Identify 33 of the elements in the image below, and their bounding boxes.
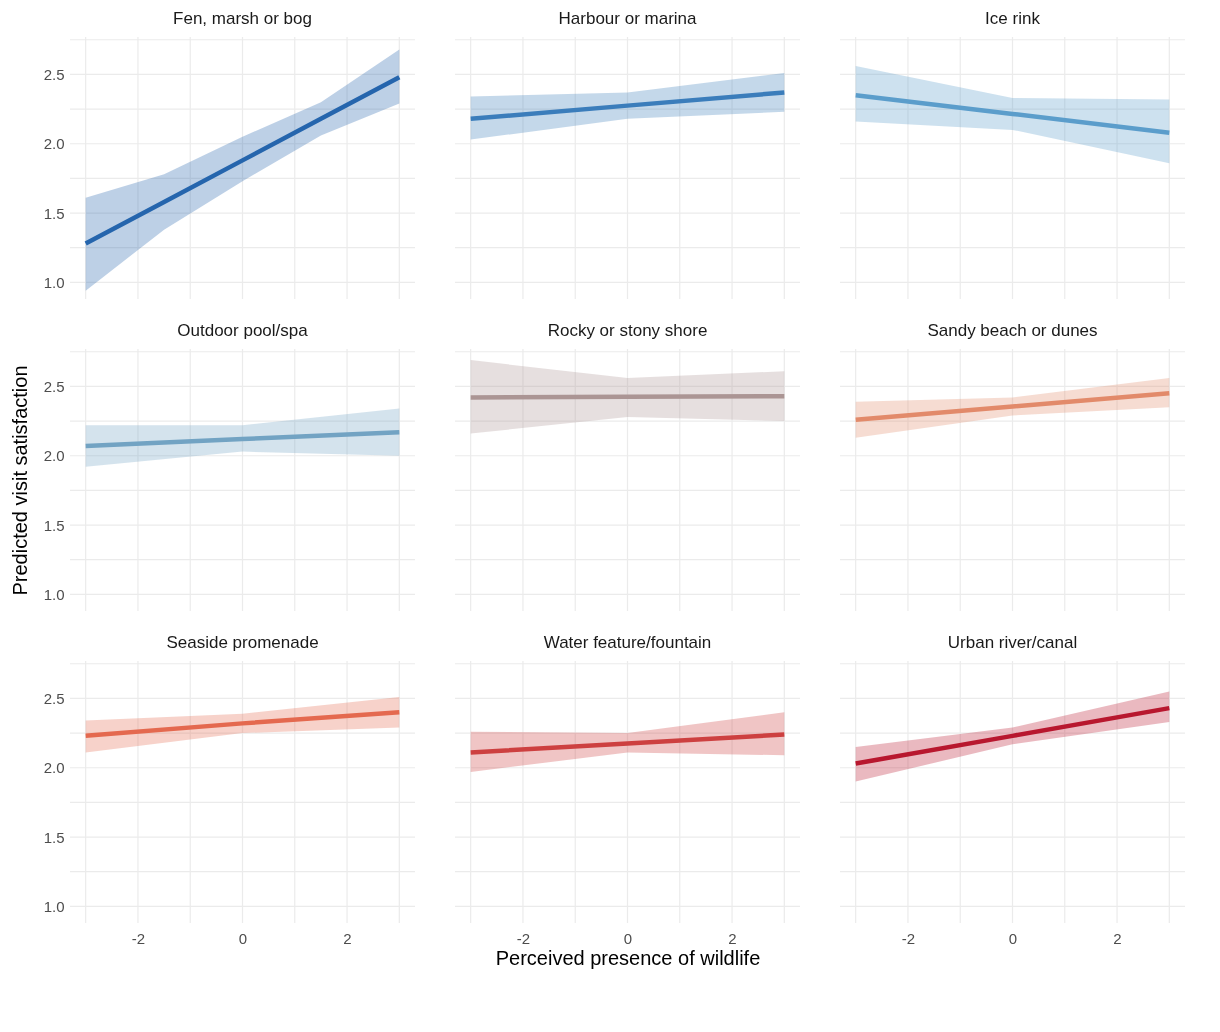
line-series (83, 74, 402, 246)
chart-title: Fen, marsh or bog (173, 9, 312, 29)
y-tick-label: 1.0 (43, 273, 65, 291)
x-tick-label: -2 (131, 929, 146, 947)
chart-title: Rocky or stony shore (547, 321, 708, 341)
y-tick-label: 1.0 (43, 585, 65, 603)
chart-title: Outdoor pool/spa (177, 321, 309, 341)
x-tick-label: 2 (728, 929, 737, 947)
chart-title: Sandy beach or dunes (927, 321, 1098, 341)
chart-title: Harbour or marina (558, 9, 698, 29)
x-tick-label: -2 (516, 929, 531, 947)
y-tick-label: 1.0 (43, 897, 65, 915)
y-tick-label: 2.5 (43, 65, 65, 83)
y-tick-label: 1.5 (43, 204, 65, 222)
chart-title: Ice rink (985, 9, 1041, 29)
x-tick-label: 0 (623, 929, 633, 947)
x-tick-label: 2 (343, 929, 352, 947)
chart-title: Urban river/canal (947, 633, 1078, 653)
x-tick-label: 2 (1113, 929, 1122, 947)
y-tick-label: 2.5 (43, 689, 65, 707)
chart-title: Water feature/fountain (543, 633, 712, 653)
x-tick-label: -2 (901, 929, 916, 947)
chart-title: Seaside promenade (166, 633, 319, 653)
y-tick-label: 2.5 (43, 377, 65, 395)
x-axis-title: Perceived presence of wildlife (495, 946, 761, 969)
y-tick-label: 1.5 (43, 828, 65, 846)
x-tick-label: 0 (1008, 929, 1018, 947)
y-tick-label: 1.5 (43, 516, 65, 534)
y-tick-label: 2.0 (43, 759, 65, 777)
y-axis-title: Predicted visit satisfaction (8, 365, 31, 596)
y-tick-label: 2.0 (43, 135, 65, 153)
y-tick-label: 2.0 (43, 447, 65, 465)
x-tick-label: 0 (238, 929, 248, 947)
